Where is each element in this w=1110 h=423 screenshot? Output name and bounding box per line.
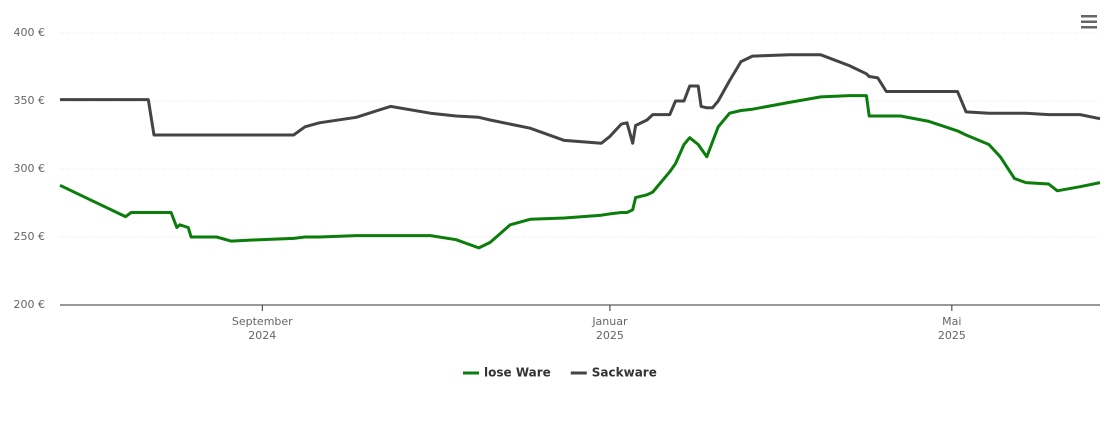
- y-tick-label: 300 €: [14, 162, 46, 175]
- x-tick-label: 2024: [248, 329, 276, 342]
- legend-item: Sackware: [570, 366, 657, 380]
- legend: lose Ware Sackware: [463, 366, 657, 380]
- y-tick-label: 350 €: [14, 94, 46, 107]
- menu-icon-bar: [1081, 15, 1097, 18]
- data-line: [59, 94, 1101, 250]
- x-tick-label: 2025: [596, 329, 624, 342]
- x-tick-label: Januar: [591, 315, 628, 328]
- data-line: [60, 53, 1101, 145]
- menu-icon-bar: [1081, 26, 1097, 29]
- legend-label: lose Ware: [484, 366, 551, 380]
- menu-icon-bar: [1081, 20, 1097, 23]
- y-tick-label: 250 €: [14, 230, 46, 243]
- y-tick-label: 400 €: [14, 26, 46, 39]
- x-tick-label: September: [232, 315, 293, 328]
- x-tick-label: Mai: [942, 315, 961, 328]
- legend-label: Sackware: [592, 366, 657, 380]
- menu-button[interactable]: [1078, 12, 1100, 32]
- y-tick-label: 200 €: [14, 298, 46, 311]
- legend-item: lose Ware: [463, 366, 551, 380]
- x-tick-label: 2025: [938, 329, 966, 342]
